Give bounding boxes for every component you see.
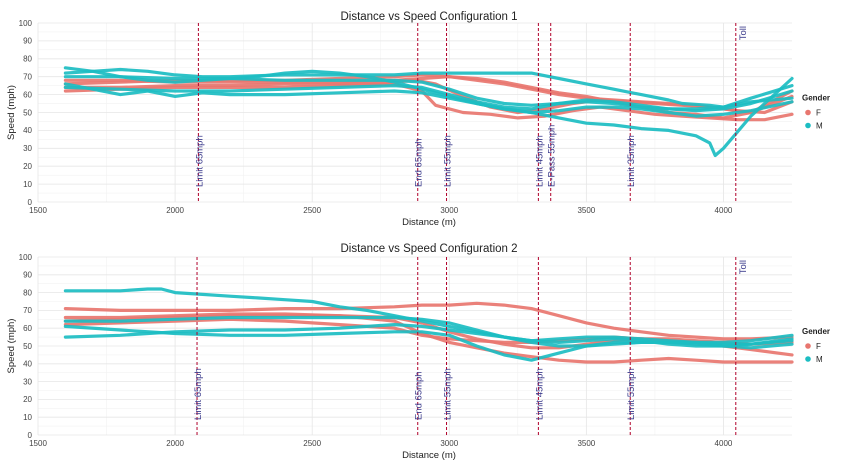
x-tick-label: 2500 xyxy=(303,439,321,448)
chart-title: Distance vs Speed Configuration 1 xyxy=(340,11,517,23)
y-tick-label: 100 xyxy=(19,253,33,262)
x-tick-label: 3000 xyxy=(440,206,458,215)
chart-panel-2: 0 10 20 30 40 50 60 70 80 90 100 1500 2000 2500 3000 35… xyxy=(6,243,830,461)
x-axis-title: Distance (m) xyxy=(402,217,456,228)
series-line-f xyxy=(63,312,794,364)
series-line-f xyxy=(63,301,794,341)
marker-label: Limit 35mph xyxy=(626,135,637,187)
y-tick-label: 0 xyxy=(28,431,33,440)
series-line-m xyxy=(63,82,794,118)
series-line-m xyxy=(63,67,794,109)
y-tick-label: 30 xyxy=(23,377,32,386)
marker-label: Limit 55mph xyxy=(626,368,637,420)
y-tick-label: 30 xyxy=(23,144,32,153)
y-axis-title: Speed (mph) xyxy=(6,319,17,374)
legend-key-m xyxy=(805,122,811,129)
series-line-m xyxy=(63,324,794,362)
x-tick-label: 1500 xyxy=(29,439,47,448)
x-tick-label: 4000 xyxy=(715,206,733,215)
marker-label: Limit 65mph xyxy=(193,368,204,420)
series-line-m xyxy=(63,323,794,348)
series-line-m xyxy=(63,66,794,158)
y-tick-label: 60 xyxy=(23,90,32,99)
marker-label: End 65mph xyxy=(414,138,425,187)
y-tick-label: 100 xyxy=(19,19,33,28)
legend-label-m: M xyxy=(816,355,823,364)
y-tick-label: 10 xyxy=(23,413,32,422)
y-tick-label: 60 xyxy=(23,324,32,333)
y-tick-label: 80 xyxy=(23,288,32,297)
marker-label: Limit 55mph xyxy=(443,368,454,420)
marker-label: Limit 55mph xyxy=(443,135,454,187)
legend-label-f: F xyxy=(816,342,821,351)
legend-key-m xyxy=(805,356,811,362)
marker-label: Toll xyxy=(738,26,749,40)
x-tick-label: 2500 xyxy=(303,206,321,215)
chart-panel-1: 0 10 20 30 40 50 60 70 80 90 100 1500 2000 2500 3000 35… xyxy=(6,11,830,228)
legend-title: Gender xyxy=(802,327,830,336)
series-line-f xyxy=(63,314,794,350)
x-tick-label: 3500 xyxy=(577,439,595,448)
marker-label: Limit 45mph xyxy=(534,135,545,187)
y-tick-label: 40 xyxy=(23,126,32,135)
x-tick-label: 3500 xyxy=(577,206,595,215)
y-tick-label: 90 xyxy=(23,37,32,46)
y-tick-label: 0 xyxy=(28,198,33,207)
legend-label-f: F xyxy=(816,109,821,118)
marker-label: End 65mph xyxy=(414,371,425,420)
x-tick-label: 2000 xyxy=(166,439,184,448)
y-tick-label: 10 xyxy=(23,180,32,189)
x-tick-label: 4000 xyxy=(715,439,733,448)
chart-title: Distance vs Speed Configuration 2 xyxy=(340,243,517,255)
y-tick-label: 70 xyxy=(23,306,32,315)
y-tick-label: 90 xyxy=(23,271,32,280)
legend-label-m: M xyxy=(816,122,823,131)
y-tick-label: 50 xyxy=(23,108,32,117)
marker-label: Limit 45mph xyxy=(534,368,545,420)
marker-label: E-Pass 55mph xyxy=(547,125,558,187)
legend-key-f xyxy=(805,109,811,116)
marker-label: Limit 65mph xyxy=(194,135,205,187)
x-tick-label: 2000 xyxy=(166,206,184,215)
y-tick-label: 20 xyxy=(23,162,32,171)
y-tick-label: 70 xyxy=(23,73,32,82)
y-tick-label: 40 xyxy=(23,360,32,369)
x-tick-label: 1500 xyxy=(29,206,47,215)
series-line-m xyxy=(63,75,794,111)
legend-key-f xyxy=(805,343,811,349)
x-tick-label: 3000 xyxy=(440,439,458,448)
y-axis-title: Speed (mph) xyxy=(6,85,17,140)
y-tick-label: 50 xyxy=(23,342,32,351)
marker-label: Toll xyxy=(738,260,749,274)
y-tick-label: 20 xyxy=(23,395,32,404)
x-axis-title: Distance (m) xyxy=(402,450,456,461)
y-tick-label: 80 xyxy=(23,55,32,64)
legend-title: Gender xyxy=(802,94,830,103)
